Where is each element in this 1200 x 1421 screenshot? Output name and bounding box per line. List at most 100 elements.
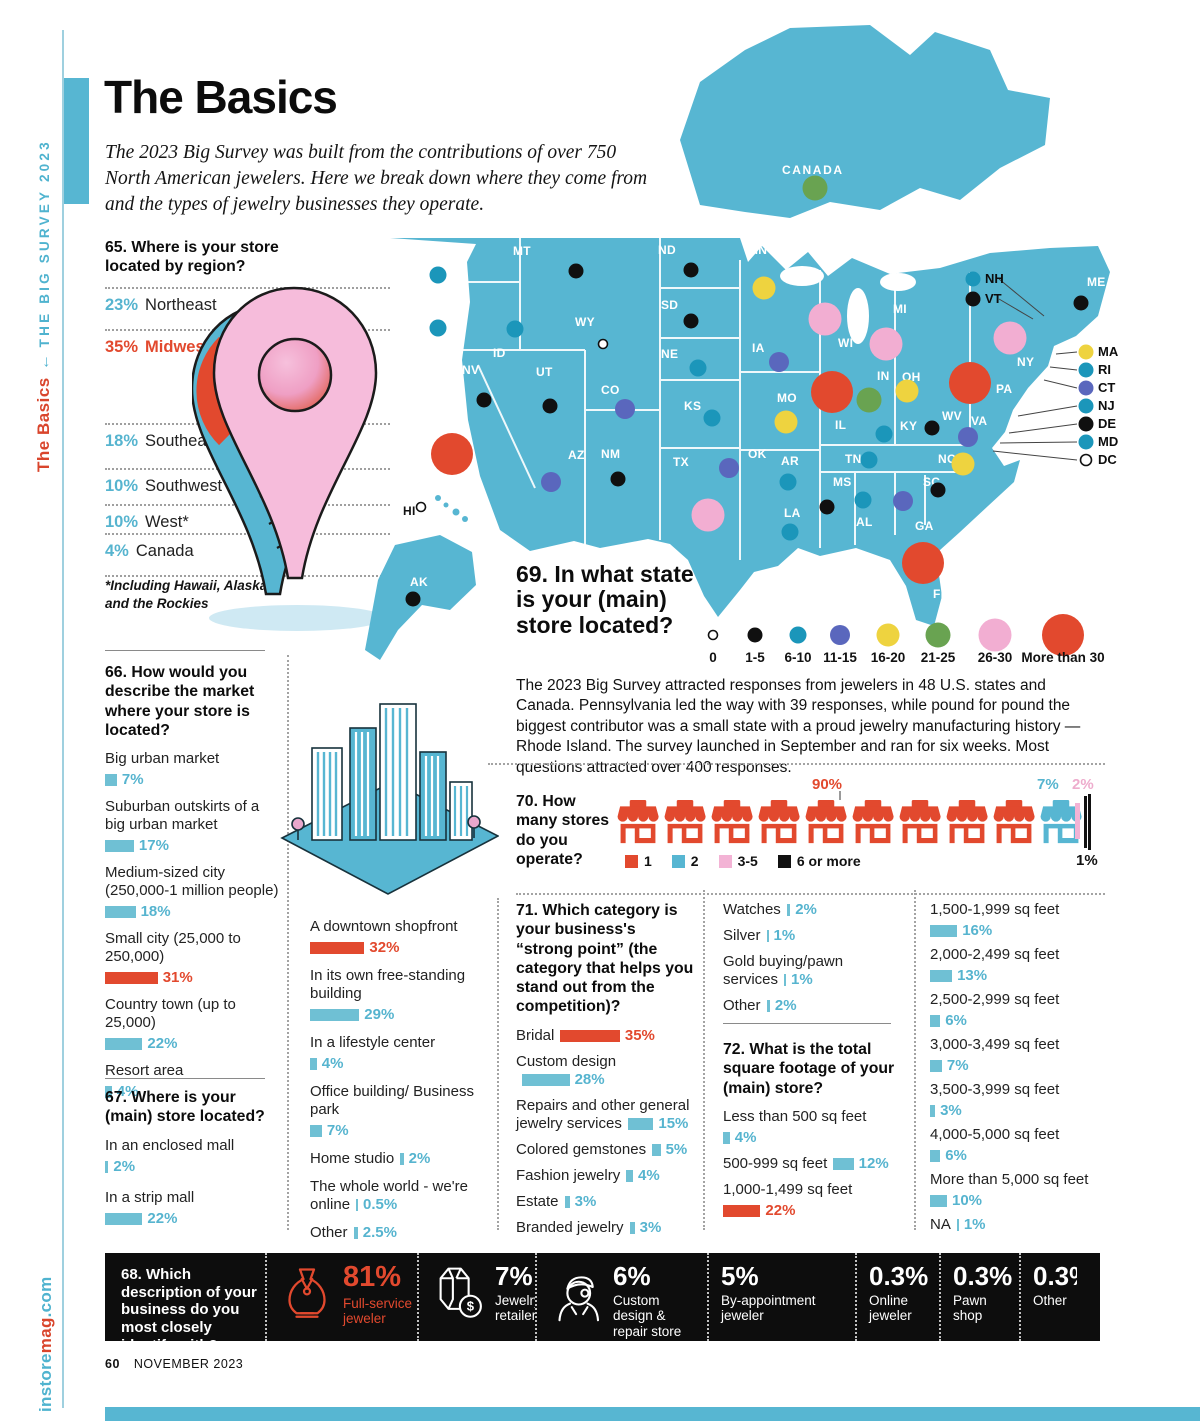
callout-label-RI: RI <box>1098 362 1111 377</box>
stat-bar <box>310 1009 360 1022</box>
stat-bar <box>105 774 117 787</box>
state-dot-IA <box>769 352 789 372</box>
sidebar-vertical-text: The Basics ← THE BIG SURVEY 2023 <box>34 72 54 472</box>
arrow-left-icon: ← <box>36 354 53 371</box>
stat-percent: 1% <box>963 1216 986 1234</box>
state-label-VA: VA <box>971 414 987 428</box>
stat-label: The whole world - we're online <box>310 1178 468 1214</box>
stat-percent: 22% <box>147 1209 178 1227</box>
state-label-MI: MI <box>893 302 907 316</box>
state-dot-OK <box>719 458 739 478</box>
stat-bar-row: 0.5% <box>356 1196 397 1214</box>
legend-dot-26-30 <box>978 618 1012 652</box>
q68-percent: 5% <box>721 1261 759 1291</box>
legend-label: 3-5 <box>737 853 758 869</box>
necklace-icon <box>279 1265 335 1323</box>
stat-label: 3,500-3,999 sq feet <box>930 1081 1060 1099</box>
state-dot-ID <box>506 320 524 338</box>
sidebar-section-label: The Basics <box>34 377 53 472</box>
stat-item: Gold buying/pawn services 1% <box>723 953 898 989</box>
store-legend: 1 2 3-5 6 or more <box>625 853 861 869</box>
stat-percent: 1% <box>791 971 813 989</box>
stat-label: 500-999 sq feet <box>723 1154 828 1172</box>
pointer-line <box>839 791 841 800</box>
state-label-KY: KY <box>900 419 917 433</box>
state-dot-AL <box>854 491 872 509</box>
stat-bar <box>564 1195 570 1208</box>
stat-item: 1,500-1,999 sq feet 16% <box>930 901 1115 940</box>
stat-bar-row: 35% <box>560 1027 655 1045</box>
callout-line-NH <box>998 278 1045 317</box>
stat-bar-row: 28% <box>522 1071 605 1089</box>
callout-label-DE: DE <box>1098 416 1116 431</box>
stat-percent: 15% <box>658 1114 689 1132</box>
great-lakes <box>780 266 916 344</box>
q68-item: 0.3% Online jeweler <box>855 1253 939 1341</box>
callout-label-DC: DC <box>1098 452 1117 467</box>
intro-paragraph: The 2023 Big Survey was built from the c… <box>105 142 648 215</box>
stat-percent: 3% <box>574 1192 597 1210</box>
stat-percent: 13% <box>957 967 988 985</box>
state-label-CA: CA <box>415 365 433 379</box>
region-percent: 4% <box>105 542 129 560</box>
state-dot-ME <box>1073 295 1089 311</box>
city-illustration <box>280 703 499 895</box>
state-dot-SD <box>683 313 699 329</box>
q66-block: 66. How would you describe the market wh… <box>105 663 283 1110</box>
state-dot-MN <box>752 276 776 300</box>
stat-item: The whole world - we're online 0.5% <box>310 1178 490 1214</box>
state-dot-WA <box>429 266 447 284</box>
stat-label: 1,500-1,999 sq feet <box>930 901 1060 918</box>
stat-bar-row: 4% <box>626 1167 660 1185</box>
stat-label: Branded jewelry <box>516 1218 624 1236</box>
stat-label: Other <box>310 1224 348 1242</box>
stat-percent: 2.5% <box>362 1224 397 1242</box>
alaska-shape <box>365 535 476 660</box>
stat-bar <box>105 1038 143 1051</box>
stat-percent: 2% <box>408 1150 431 1168</box>
q68-item: 7%Jewelry retailer <box>417 1253 535 1341</box>
state-label-ND: ND <box>658 243 676 257</box>
stat-label: Other <box>723 997 761 1015</box>
stat-percent: 32% <box>369 939 400 957</box>
stat-bar-row: 7% <box>930 1057 969 1075</box>
bottom-accent-strip <box>105 1407 1200 1421</box>
stat-bar-row: 16% <box>930 922 992 940</box>
stat-bar <box>627 1117 654 1130</box>
stat-label: Home studio <box>310 1150 395 1168</box>
stat-label: Medium-sized city (250,000-1 million peo… <box>105 864 279 900</box>
state-label-OR: OR <box>408 305 427 319</box>
divider <box>914 890 916 1230</box>
stat-bar <box>930 1105 936 1118</box>
stat-item: More than 5,000 sq feet 10% <box>930 1171 1115 1210</box>
stat-item: In a lifestyle center 4% <box>310 1034 490 1073</box>
q72-title: 72. What is the total square footage of … <box>723 1041 895 1097</box>
stat-bar-row: 13% <box>930 967 987 985</box>
callout-dot-NJ <box>1078 398 1094 414</box>
stat-bar <box>930 970 953 983</box>
state-dot-PA <box>949 362 991 404</box>
pink-sliver <box>1075 803 1080 839</box>
stat-item: Suburban outskirts of a big urban market… <box>105 798 283 855</box>
stat-bar-row: 2% <box>400 1150 430 1168</box>
canada-shape <box>680 25 1050 218</box>
stat-bar <box>766 1000 770 1013</box>
stat-label: Custom design <box>516 1052 617 1070</box>
q67-title: 67. Where is your (main) store located? <box>105 1089 265 1126</box>
stat-bar-row: 6% <box>930 1012 967 1030</box>
stat-bar-row: 2% <box>105 1158 135 1176</box>
q68-label: Online jeweler <box>869 1293 912 1324</box>
site-part-1: instore <box>36 1353 55 1412</box>
stat-bar <box>400 1153 404 1166</box>
stat-bar-row: 2% <box>766 997 797 1015</box>
stat-item: Other 2% <box>723 997 898 1015</box>
stat-bar-row: 31% <box>105 969 193 987</box>
state-dot-MI <box>869 327 903 361</box>
stat-label: Fashion jewelry <box>516 1166 621 1184</box>
callout-label-MD: MD <box>1098 434 1118 449</box>
stat-item: A downtown shopfront 32% <box>310 918 490 957</box>
black-tick <box>1084 796 1087 848</box>
callout-line-MD <box>999 441 1078 444</box>
stat-bar-row: 7% <box>310 1122 349 1140</box>
stat-item: 4,000-5,000 sq feet 6% <box>930 1126 1115 1165</box>
